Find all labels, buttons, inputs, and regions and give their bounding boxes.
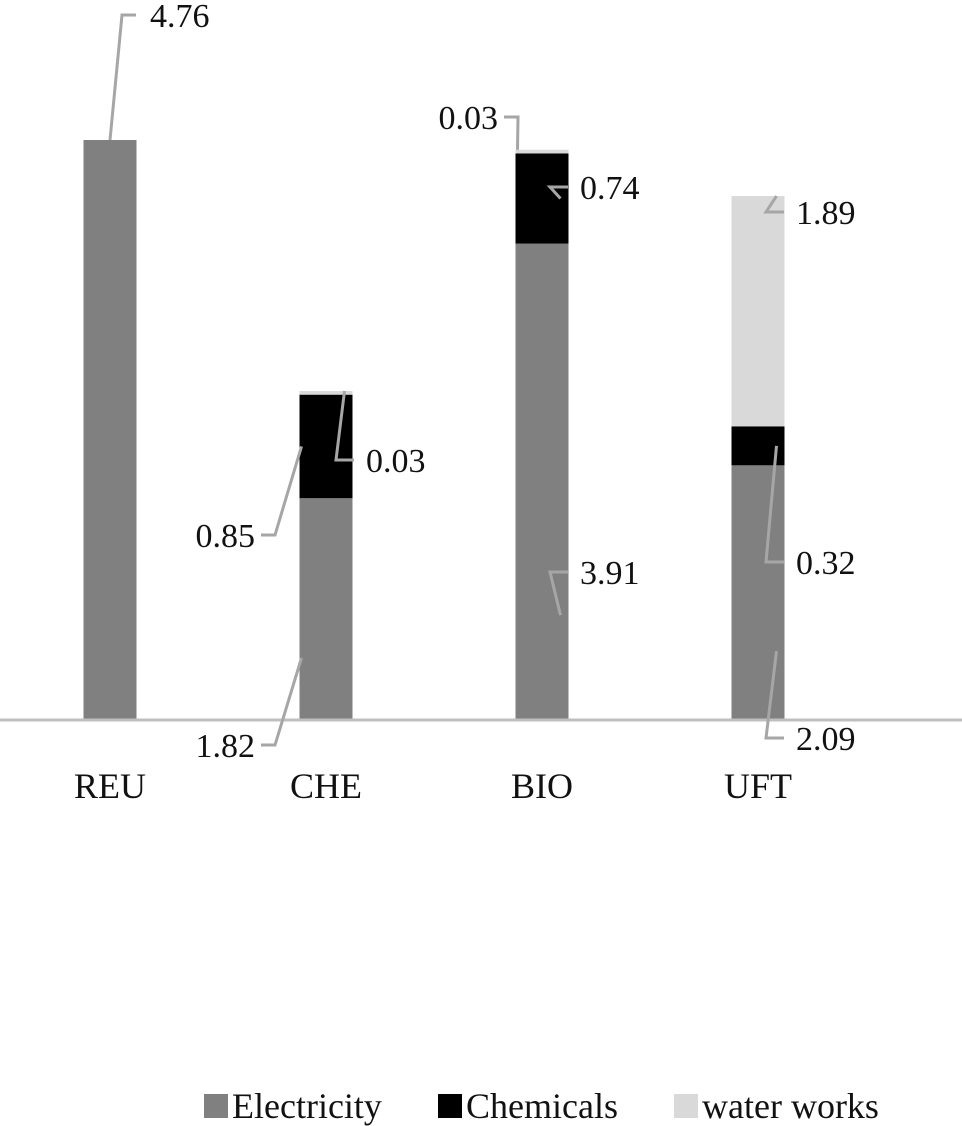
data-label-che-water-works: 0.03 — [366, 443, 426, 480]
bar-bio-electricity — [515, 243, 569, 720]
bar-che-water-works — [299, 391, 353, 395]
data-label-che-chemicals: 0.85 — [196, 518, 256, 555]
legend-label-electricity: Electricity — [232, 1086, 382, 1126]
x-tick-label-uft: UFT — [724, 766, 792, 806]
leader-line-uft-electricity — [764, 651, 784, 740]
data-label-uft-electricity: 2.09 — [796, 721, 856, 758]
legend-swatch-water-works — [674, 1094, 698, 1118]
bars-layer — [83, 139, 785, 720]
legend: Electricity Chemicals water works — [204, 1086, 879, 1126]
leader-lines-layer — [108, 13, 784, 747]
leader-line-che-chemicals — [261, 446, 303, 537]
legend-swatch-chemicals — [438, 1094, 462, 1118]
x-tick-label-bio: BIO — [511, 766, 573, 806]
bar-che-chemicals — [299, 394, 353, 499]
data-label-uft-water-works: 1.89 — [796, 195, 856, 232]
legend-label-water-works: water works — [702, 1086, 879, 1126]
leader-line-che-electricity — [261, 657, 303, 747]
bar-reu-electricity — [83, 139, 137, 720]
leader-line-bio-chemicals — [546, 185, 568, 200]
bar-uft-water-works — [731, 196, 785, 427]
x-tick-label-reu: REU — [74, 766, 146, 806]
leader-line-uft-chemicals — [764, 445, 784, 564]
leader-line-che-water-works — [334, 390, 354, 462]
bar-bio-water-works — [515, 149, 569, 154]
data-labels-layer: 4.76 1.82 0.85 0.03 3.91 0.74 0.03 2.09 0.32 1.89 — [150, 0, 856, 765]
legend-label-chemicals: Chemicals — [466, 1086, 618, 1126]
data-label-bio-water-works: 0.03 — [439, 100, 499, 137]
leader-line-reu-electricity — [108, 13, 136, 141]
x-tick-label-che: CHE — [290, 766, 362, 806]
data-label-bio-chemicals: 0.74 — [580, 170, 640, 207]
data-label-bio-electricity: 3.91 — [580, 555, 640, 592]
data-label-che-electricity: 1.82 — [196, 728, 256, 765]
data-label-reu-electricity: 4.76 — [150, 0, 210, 35]
bar-uft-electricity — [731, 465, 785, 720]
leader-line-bio-water-works — [504, 115, 520, 150]
bar-che-electricity — [299, 498, 353, 720]
leader-line-uft-water-works — [763, 195, 784, 214]
bar-bio-chemicals — [515, 153, 569, 244]
legend-swatch-electricity — [204, 1094, 228, 1118]
leader-line-bio-electricity — [548, 570, 568, 616]
x-tick-labels: REU CHE BIO UFT — [74, 766, 792, 806]
data-label-uft-chemicals: 0.32 — [796, 545, 856, 582]
